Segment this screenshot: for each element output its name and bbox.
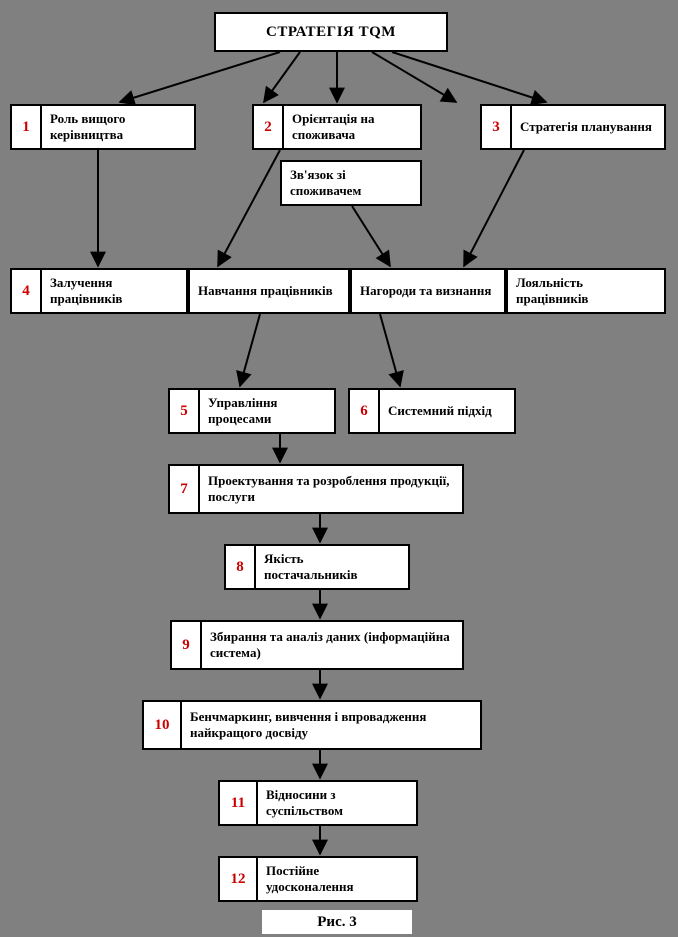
node-9-number: 9 — [172, 622, 202, 668]
edge-n2b-n4c — [352, 206, 390, 266]
edge-title-n2 — [264, 52, 300, 102]
caption-label: Рис. 3 — [317, 914, 356, 931]
edge-title-n1 — [120, 52, 280, 102]
node-5: 5 Управління процесами — [168, 388, 336, 434]
node-7: 7 Проектування та розроблення продукції,… — [168, 464, 464, 514]
node-10-label: Бенчмаркинг, вивчення і впровадження най… — [182, 702, 480, 748]
node-2: 2 Орієнтація на споживача — [252, 104, 422, 150]
node-4-label: Залучення працівників — [42, 270, 186, 312]
node-1-label: Роль вищого керівництва — [42, 106, 194, 148]
node-2-label: Орієнтація на споживача — [284, 106, 420, 148]
node-2b: Зв'язок зі споживачем — [280, 160, 422, 206]
edge-n2-n4b — [218, 150, 280, 266]
node-12-number: 12 — [220, 858, 258, 900]
node-6-label: Системний підхід — [380, 390, 514, 432]
diagram-canvas: СТРАТЕГІЯ TQM 1 Роль вищого керівництва … — [0, 0, 678, 937]
node-10: 10 Бенчмаркинг, вивчення і впровадження … — [142, 700, 482, 750]
node-3-label: Стратегія планування — [512, 106, 664, 148]
node-11: 11 Відносини з суспільством — [218, 780, 418, 826]
node-6-number: 6 — [350, 390, 380, 432]
node-4c: Нагороди та визнання — [350, 268, 506, 314]
node-6: 6 Системний підхід — [348, 388, 516, 434]
node-4b-label: Навчання працівників — [198, 283, 333, 299]
node-9-label: Збирання та аналіз даних (інформаційна с… — [202, 622, 462, 668]
node-12-label: Постійне удосконалення — [258, 858, 416, 900]
edge-n4c-n6 — [380, 314, 400, 386]
node-4: 4 Залучення працівників — [10, 268, 188, 314]
node-4d-label: Лояльність працівників — [516, 275, 656, 308]
node-5-number: 5 — [170, 390, 200, 432]
node-11-label: Відносини з суспільством — [258, 782, 416, 824]
node-2-number: 2 — [254, 106, 284, 148]
edge-title-n3 — [392, 52, 546, 102]
node-1-number: 1 — [12, 106, 42, 148]
node-5-label: Управління процесами — [200, 390, 334, 432]
figure-caption: Рис. 3 — [262, 910, 412, 934]
node-4c-label: Нагороди та визнання — [360, 283, 491, 299]
edge-n3-n4d — [464, 150, 524, 266]
node-7-label: Проектування та розроблення продукції, п… — [200, 466, 462, 512]
node-3: 3 Стратегія планування — [480, 104, 666, 150]
title-label: СТРАТЕГІЯ TQM — [266, 24, 396, 41]
title-node: СТРАТЕГІЯ TQM — [214, 12, 448, 52]
node-9: 9 Збирання та аналіз даних (інформаційна… — [170, 620, 464, 670]
node-12: 12 Постійне удосконалення — [218, 856, 418, 902]
node-8-label: Якість постачальників — [256, 546, 408, 588]
node-4b: Навчання працівників — [188, 268, 350, 314]
node-4-number: 4 — [12, 270, 42, 312]
node-3-number: 3 — [482, 106, 512, 148]
node-4d: Лояльність працівників — [506, 268, 666, 314]
node-7-number: 7 — [170, 466, 200, 512]
node-8-number: 8 — [226, 546, 256, 588]
node-1: 1 Роль вищого керівництва — [10, 104, 196, 150]
node-2b-label: Зв'язок зі споживачем — [290, 167, 412, 200]
node-11-number: 11 — [220, 782, 258, 824]
node-8: 8 Якість постачальників — [224, 544, 410, 590]
edge-n4b-n5 — [240, 314, 260, 386]
edge-title-r1 — [372, 52, 456, 102]
node-10-number: 10 — [144, 702, 182, 748]
